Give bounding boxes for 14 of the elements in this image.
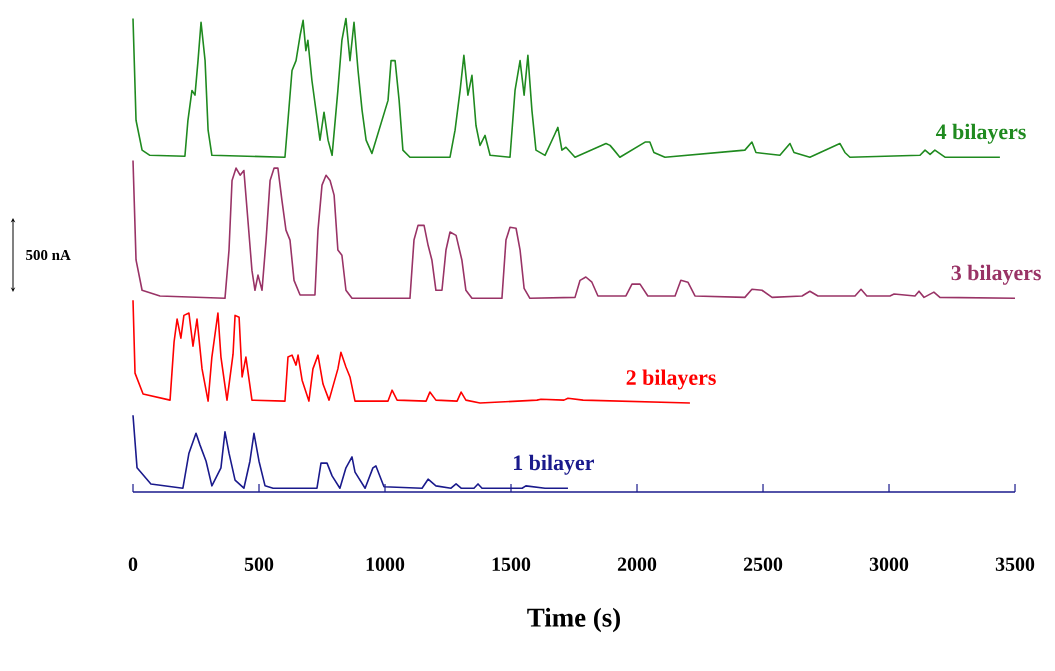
x-tick-label: 3500 (995, 557, 1035, 571)
series-label: 4 bilayers (935, 123, 1026, 144)
series-label: 3 bilayers (951, 264, 1041, 285)
x-tick-label: 2500 (743, 557, 783, 571)
text: 500 nA (26, 249, 71, 261)
x-axis-title: Time (s) (527, 607, 620, 633)
x-tick-label: 3000 (869, 557, 909, 571)
x-tick-label: 2000 (617, 557, 657, 571)
x-tick-label: 1000 (366, 557, 405, 571)
x-tick-label: 0 (128, 557, 138, 571)
series-label: 1 bilayer (514, 454, 594, 475)
x-tick-label: 500 (244, 557, 274, 571)
series-label: 2 bilayers (626, 369, 716, 390)
x-tick-label: 1500 (492, 557, 531, 571)
